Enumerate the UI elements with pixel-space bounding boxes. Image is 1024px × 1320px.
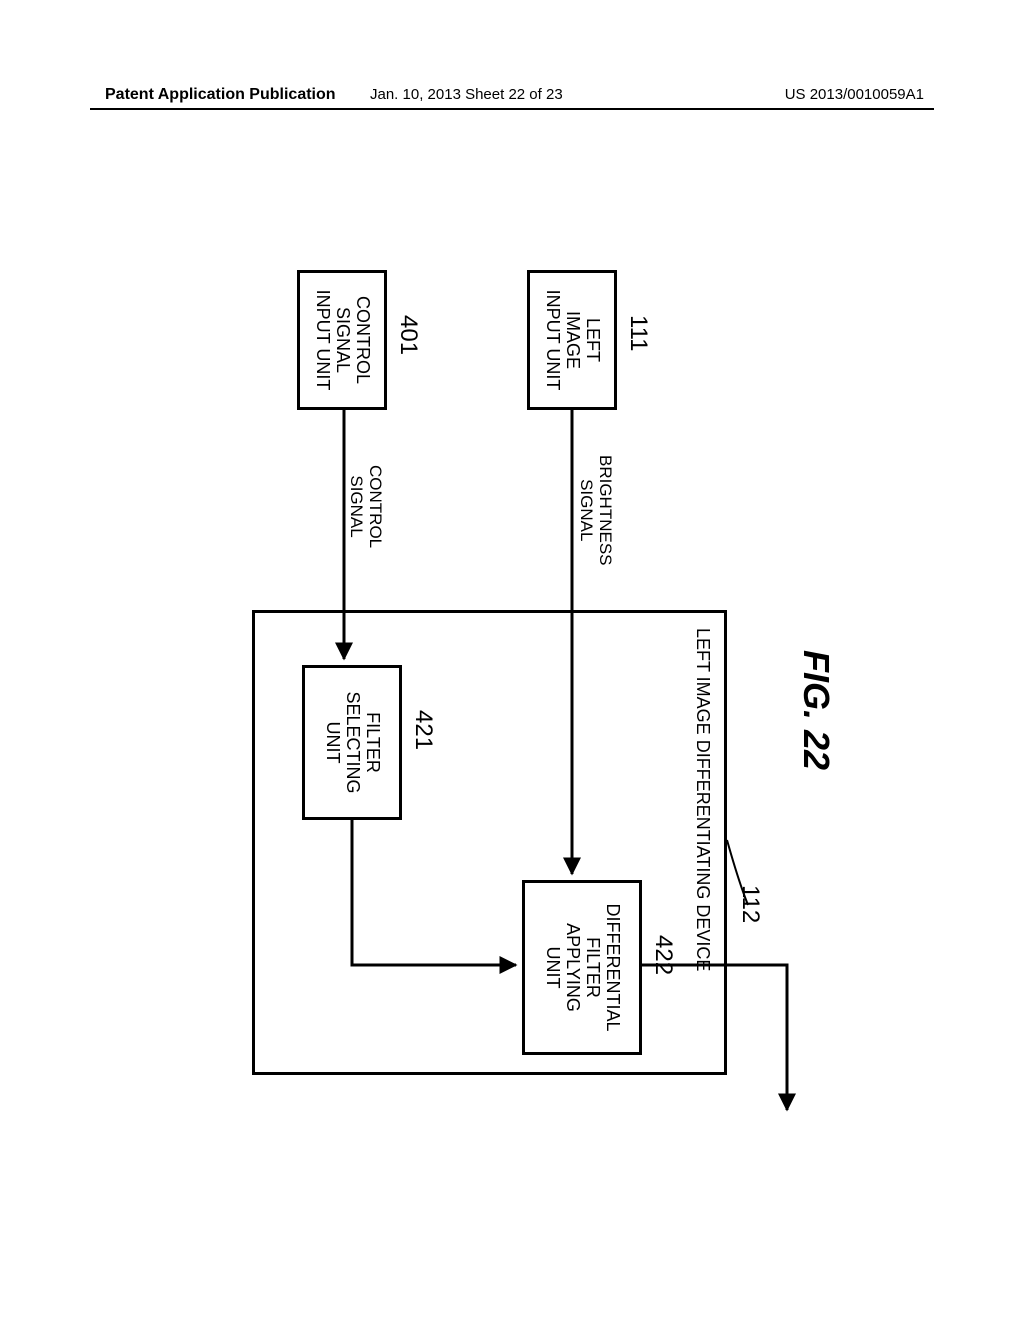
page: Patent Application Publication Jan. 10, … <box>0 0 1024 1320</box>
ref-diff-filter: 422 <box>649 935 677 975</box>
filter-selecting-box: FILTER SELECTING UNIT <box>302 665 402 820</box>
page-header: Patent Application Publication Jan. 10, … <box>0 86 1024 110</box>
header-right: US 2013/0010059A1 <box>785 86 924 103</box>
header-rule <box>90 108 934 110</box>
ref-device: 112 <box>736 885 764 923</box>
diff-filter-label: DIFFERENTIAL FILTER APPLYING UNIT <box>542 903 621 1031</box>
brightness-signal-label: BRIGHTNESS SIGNAL <box>577 455 614 566</box>
control-input-label: CONTROL SIGNAL INPUT UNIT <box>312 290 371 391</box>
left-image-input-label: LEFT IMAGE INPUT UNIT <box>542 290 601 391</box>
left-image-input-box: LEFT IMAGE INPUT UNIT <box>527 270 617 410</box>
ref-control-input: 401 <box>394 315 422 355</box>
figure-canvas: FIG. 22 LEFT IMAGE INPUT UNIT 111 CONTRO… <box>152 240 872 1120</box>
diff-filter-box: DIFFERENTIAL FILTER APPLYING UNIT <box>522 880 642 1055</box>
control-input-box: CONTROL SIGNAL INPUT UNIT <box>297 270 387 410</box>
ref-filter-select: 421 <box>409 710 437 750</box>
control-signal-label: CONTROL SIGNAL <box>347 465 384 548</box>
figure-title: FIG. 22 <box>795 650 837 770</box>
device-title: LEFT IMAGE DIFFERENTIATING DEVICE <box>692 628 712 971</box>
header-left: Patent Application Publication <box>105 86 336 104</box>
ref-left-input: 111 <box>624 315 652 351</box>
header-center: Jan. 10, 2013 Sheet 22 of 23 <box>370 86 563 103</box>
filter-selecting-label: FILTER SELECTING UNIT <box>322 691 381 793</box>
